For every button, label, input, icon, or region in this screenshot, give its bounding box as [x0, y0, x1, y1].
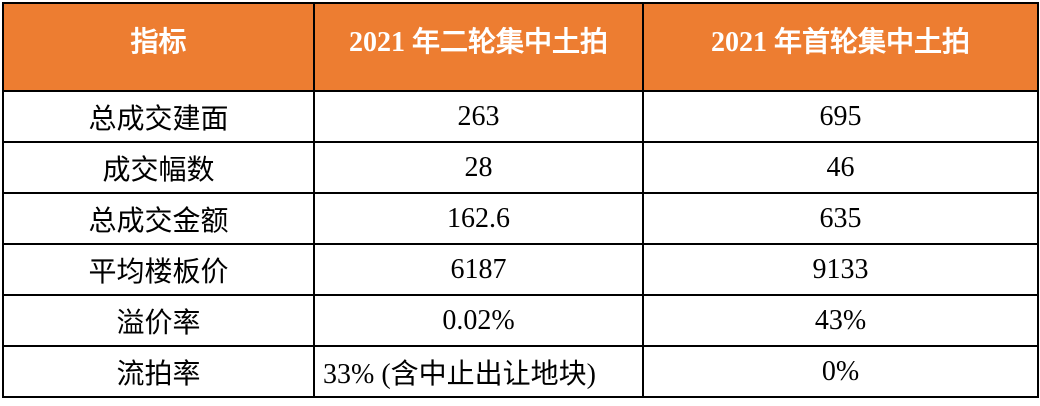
table-row: 溢价率 0.02% 43% [2, 294, 1039, 347]
cell-value: 46 [642, 141, 1039, 194]
cell-value: 28 [313, 141, 644, 194]
cell-value: 43% [642, 294, 1039, 347]
table-row: 平均楼板价 6187 9133 [2, 243, 1039, 296]
row-label: 溢价率 [2, 294, 315, 347]
row-label: 成交幅数 [2, 141, 315, 194]
cell-value: 9133 [642, 243, 1039, 296]
table-row: 成交幅数 28 46 [2, 141, 1039, 194]
table-row: 流拍率 33% (含中止出让地块) 0% [2, 345, 1039, 398]
cell-value: 6187 [313, 243, 644, 296]
table-row: 总成交建面 263 695 [2, 90, 1039, 143]
cell-value: 0.02% [313, 294, 644, 347]
column-header-round1-2021: 2021 年首轮集中土拍 [642, 2, 1039, 92]
row-label: 平均楼板价 [2, 243, 315, 296]
column-header-round2-2021: 2021 年二轮集中土拍 [313, 2, 644, 92]
table-header-row: 指标 2021 年二轮集中土拍 2021 年首轮集中土拍 [2, 2, 1039, 92]
cell-value: 263 [313, 90, 644, 143]
cell-value: 635 [642, 192, 1039, 245]
cell-value: 33% (含中止出让地块) [313, 345, 644, 398]
column-header-indicator: 指标 [2, 2, 315, 92]
cell-value: 162.6 [313, 192, 644, 245]
row-label: 流拍率 [2, 345, 315, 398]
row-label: 总成交建面 [2, 90, 315, 143]
row-label: 总成交金额 [2, 192, 315, 245]
cell-value: 695 [642, 90, 1039, 143]
table-row: 总成交金额 162.6 635 [2, 192, 1039, 245]
cell-value: 0% [642, 345, 1039, 398]
land-auction-table: 指标 2021 年二轮集中土拍 2021 年首轮集中土拍 总成交建面 263 6… [2, 2, 1039, 398]
